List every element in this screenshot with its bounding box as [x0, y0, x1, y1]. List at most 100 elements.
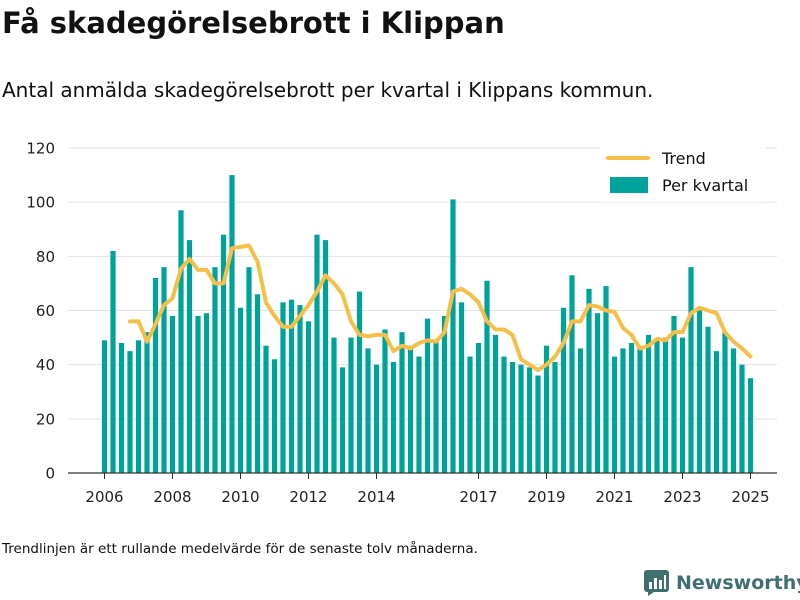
bar — [135, 340, 142, 473]
bar — [246, 267, 252, 473]
bar — [263, 345, 269, 473]
x-tick-label: 2017 — [459, 488, 497, 506]
bar — [526, 367, 533, 474]
bar — [628, 343, 635, 473]
bar — [484, 280, 490, 473]
bar — [467, 356, 473, 473]
bar — [373, 364, 380, 473]
brand-logo[interactable]: Newsworthy — [644, 570, 800, 596]
bar — [722, 332, 728, 473]
bar — [110, 250, 116, 473]
bar — [662, 337, 669, 473]
chart-subtitle: Antal anmälda skadegörelsebrott per kvar… — [2, 78, 654, 102]
bar — [237, 307, 244, 473]
bar — [407, 345, 414, 473]
bar — [195, 315, 201, 473]
bar — [314, 234, 320, 473]
y-tick-label: 120 — [26, 140, 55, 158]
x-tick-label: 2019 — [527, 488, 565, 506]
bar — [543, 345, 550, 473]
bar — [509, 361, 516, 473]
bar — [620, 348, 626, 473]
x-tick-label: 2014 — [357, 488, 395, 506]
x-tick-label: 2023 — [663, 488, 701, 506]
bar — [186, 240, 193, 473]
bar — [433, 340, 439, 473]
bar — [390, 361, 397, 473]
bar — [305, 321, 312, 473]
x-tick-label: 2008 — [153, 488, 191, 506]
bar — [696, 310, 703, 473]
bar — [339, 367, 346, 474]
bar — [654, 340, 660, 473]
x-tick-label: 2012 — [289, 488, 327, 506]
bar — [331, 337, 337, 473]
bar — [535, 375, 541, 473]
bar — [441, 315, 448, 473]
bar — [271, 359, 278, 473]
bar — [203, 313, 210, 473]
bar — [475, 343, 482, 473]
bar — [118, 343, 125, 473]
bar — [637, 348, 643, 473]
y-tick-label: 60 — [36, 302, 55, 320]
bar — [212, 267, 218, 473]
bar — [144, 332, 150, 473]
bar — [645, 334, 652, 474]
bar — [688, 267, 694, 473]
bar — [739, 364, 745, 473]
bar — [671, 315, 677, 473]
bar — [416, 356, 422, 473]
y-tick-label: 0 — [45, 465, 55, 483]
bar — [254, 294, 261, 473]
legend-trend-label: Trend — [661, 149, 706, 168]
bar — [322, 240, 329, 473]
bar — [458, 302, 465, 474]
bar — [611, 356, 618, 473]
bar-chart-logo-icon — [644, 570, 669, 596]
bar — [365, 348, 371, 473]
y-tick-label: 80 — [36, 248, 55, 266]
bar — [356, 291, 363, 473]
bar — [560, 307, 567, 473]
bar — [577, 348, 584, 473]
bar — [161, 267, 167, 473]
y-tick-label: 20 — [36, 410, 55, 428]
chart-title: Få skadegörelsebrott i Klippan — [2, 6, 505, 40]
bar — [127, 351, 133, 474]
bar — [288, 299, 295, 473]
legend-bar-swatch — [610, 177, 648, 193]
bar — [730, 348, 737, 473]
bar — [169, 315, 176, 473]
bar — [229, 175, 235, 473]
bar — [552, 361, 558, 473]
bar — [586, 288, 592, 473]
y-tick-label: 40 — [36, 356, 55, 374]
legend-bar-label: Per kvartal — [662, 176, 748, 195]
bar — [280, 302, 286, 474]
bar — [152, 278, 159, 473]
bar — [492, 334, 499, 474]
bar — [220, 234, 227, 473]
bar — [101, 340, 108, 473]
x-tick-label: 2006 — [85, 488, 123, 506]
x-tick-label: 2025 — [731, 488, 769, 506]
bar — [178, 210, 184, 474]
bar — [705, 326, 711, 473]
bar — [399, 332, 405, 473]
bar — [297, 305, 303, 473]
bar — [569, 275, 575, 473]
brand-name: Newsworthy — [676, 572, 800, 594]
bar — [450, 199, 456, 473]
bar — [679, 337, 686, 473]
bar — [518, 364, 524, 473]
bar — [382, 329, 388, 473]
x-tick-label: 2010 — [221, 488, 259, 506]
bar — [603, 286, 609, 474]
bar — [424, 318, 431, 474]
trend-line — [128, 243, 753, 373]
bar — [501, 356, 507, 473]
bar — [747, 378, 754, 473]
bar — [713, 351, 720, 474]
